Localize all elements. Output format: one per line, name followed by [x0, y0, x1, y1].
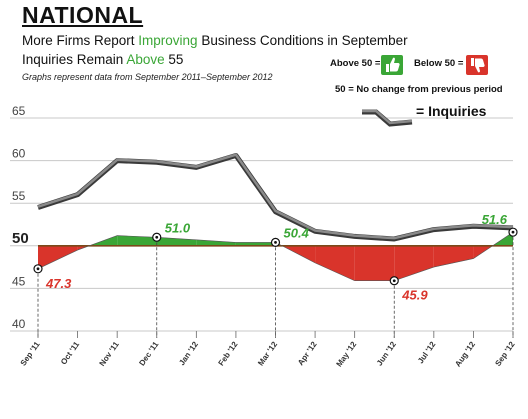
area-below-50	[433, 245, 474, 268]
subtitle-1-post: Business Conditions in September	[197, 33, 408, 48]
x-tick-label: Oct '11	[59, 340, 82, 367]
subtitle-2-pre: Inquiries Remain	[22, 52, 127, 67]
y-tick-label: 50	[12, 230, 29, 247]
data-label: 50.4	[284, 225, 310, 240]
thumbs-down-icon	[466, 55, 488, 75]
inquiries-line	[37, 153, 514, 240]
x-tick-label: May '12	[335, 340, 359, 369]
legend-note: 50 = No change from previous period	[335, 84, 503, 95]
subtitle-1-pre: More Firms Report	[22, 33, 139, 48]
subtitle-line-2: Inquiries Remain Above 55	[22, 52, 183, 67]
x-tick-label: Feb '12	[217, 340, 240, 368]
x-tick-label: Sep '11	[19, 340, 42, 368]
x-tick-label: Sep '12	[493, 340, 517, 368]
legend-above-label: Above 50 =	[330, 58, 381, 69]
y-tick-label: 65	[12, 104, 26, 118]
x-tick-label: Dec '11	[137, 340, 160, 368]
y-tick-label: 55	[12, 189, 26, 203]
legend-below-label: Below 50 =	[414, 58, 464, 69]
x-tick-label: Jul '12	[416, 340, 438, 366]
x-tick-label: Aug '12	[453, 340, 477, 369]
data-point-dot	[274, 240, 277, 244]
area-below-50	[354, 245, 395, 281]
data-point-dot	[36, 267, 40, 271]
x-tick-label: Apr '12	[296, 340, 319, 368]
x-tick-label: Nov '11	[98, 340, 122, 368]
area-below-50	[315, 245, 355, 281]
data-point-dot	[511, 230, 515, 234]
thumbs-up-icon	[381, 55, 403, 75]
data-label: 51.6	[482, 212, 508, 227]
data-point-dot	[155, 235, 159, 239]
subtitle-line-1: More Firms Report Improving Business Con…	[22, 33, 408, 48]
x-tick-label: Jan '12	[177, 340, 200, 368]
date-range-caption: Graphs represent data from September 201…	[22, 72, 273, 82]
area-below-50	[38, 245, 78, 269]
y-tick-label: 40	[12, 317, 26, 331]
y-tick-label: 45	[12, 274, 26, 288]
inquiries-legend-label: = Inquiries	[416, 103, 487, 119]
subtitle-2-post: 55	[164, 52, 184, 67]
inquiries-legend-swatch-highlight	[362, 109, 413, 125]
data-label: 47.3	[45, 276, 72, 291]
data-label: 45.9	[401, 288, 428, 303]
subtitle-2-highlight: Above	[126, 52, 165, 67]
area-above-50	[235, 242, 276, 246]
area-below-50	[394, 245, 434, 281]
data-label: 51.0	[165, 220, 191, 235]
data-point-dot	[392, 279, 396, 283]
subtitle-1-highlight: Improving	[138, 33, 198, 48]
y-tick-label: 60	[12, 147, 26, 161]
page-title: NATIONAL	[22, 2, 144, 28]
area-above-50	[196, 239, 236, 246]
x-tick-label: Jun '12	[375, 340, 398, 368]
x-tick-label: Mar '12	[256, 340, 279, 368]
area-above-50	[117, 235, 157, 246]
